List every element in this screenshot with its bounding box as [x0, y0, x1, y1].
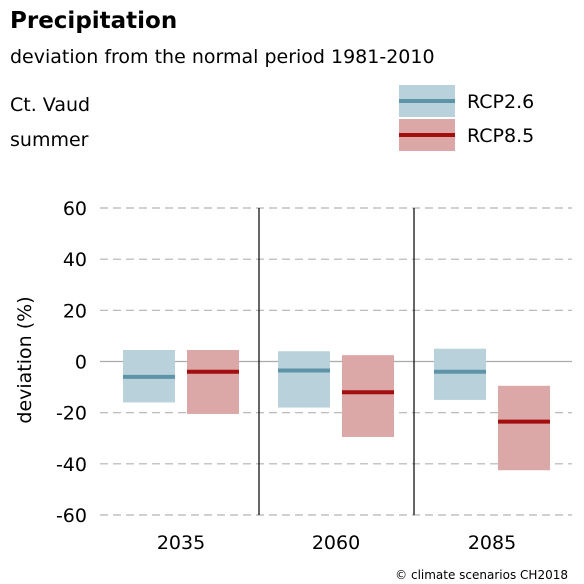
credit-text: © climate scenarios CH2018: [395, 568, 568, 582]
range-bar-rcp85: [498, 385, 550, 471]
plot-area: 60 40 20 0 -20 -40 -60 2035 2060 2085 RCP2.6 RCP8.5: [56, 85, 572, 554]
season-label: summer: [10, 129, 89, 151]
y-tick-label: -20: [56, 403, 87, 425]
legend-label: RCP2.6: [467, 91, 534, 113]
y-tick-label: 60: [63, 198, 87, 220]
y-tick-label: -60: [56, 505, 87, 527]
y-tick-label: 20: [63, 300, 87, 322]
x-tick-label: 2060: [312, 532, 360, 554]
x-tick-label: 2085: [468, 532, 516, 554]
chart-subtitle: deviation from the normal period 1981-20…: [10, 46, 435, 68]
range-bar-rcp85: [342, 355, 394, 437]
x-tick-label: 2035: [157, 532, 205, 554]
legend-label: RCP8.5: [467, 125, 534, 147]
range-bar-rcp26: [278, 351, 330, 408]
region-label: Ct. Vaud: [10, 94, 90, 116]
y-tick-label: -40: [56, 454, 87, 476]
y-axis-label: deviation (%): [14, 296, 36, 423]
y-tick-label: 0: [75, 352, 87, 374]
range-bar-rcp26: [434, 348, 486, 400]
y-tick-label: 40: [63, 249, 87, 271]
chart-title: Precipitation: [10, 8, 177, 34]
range-bar-rcp85: [187, 349, 239, 414]
